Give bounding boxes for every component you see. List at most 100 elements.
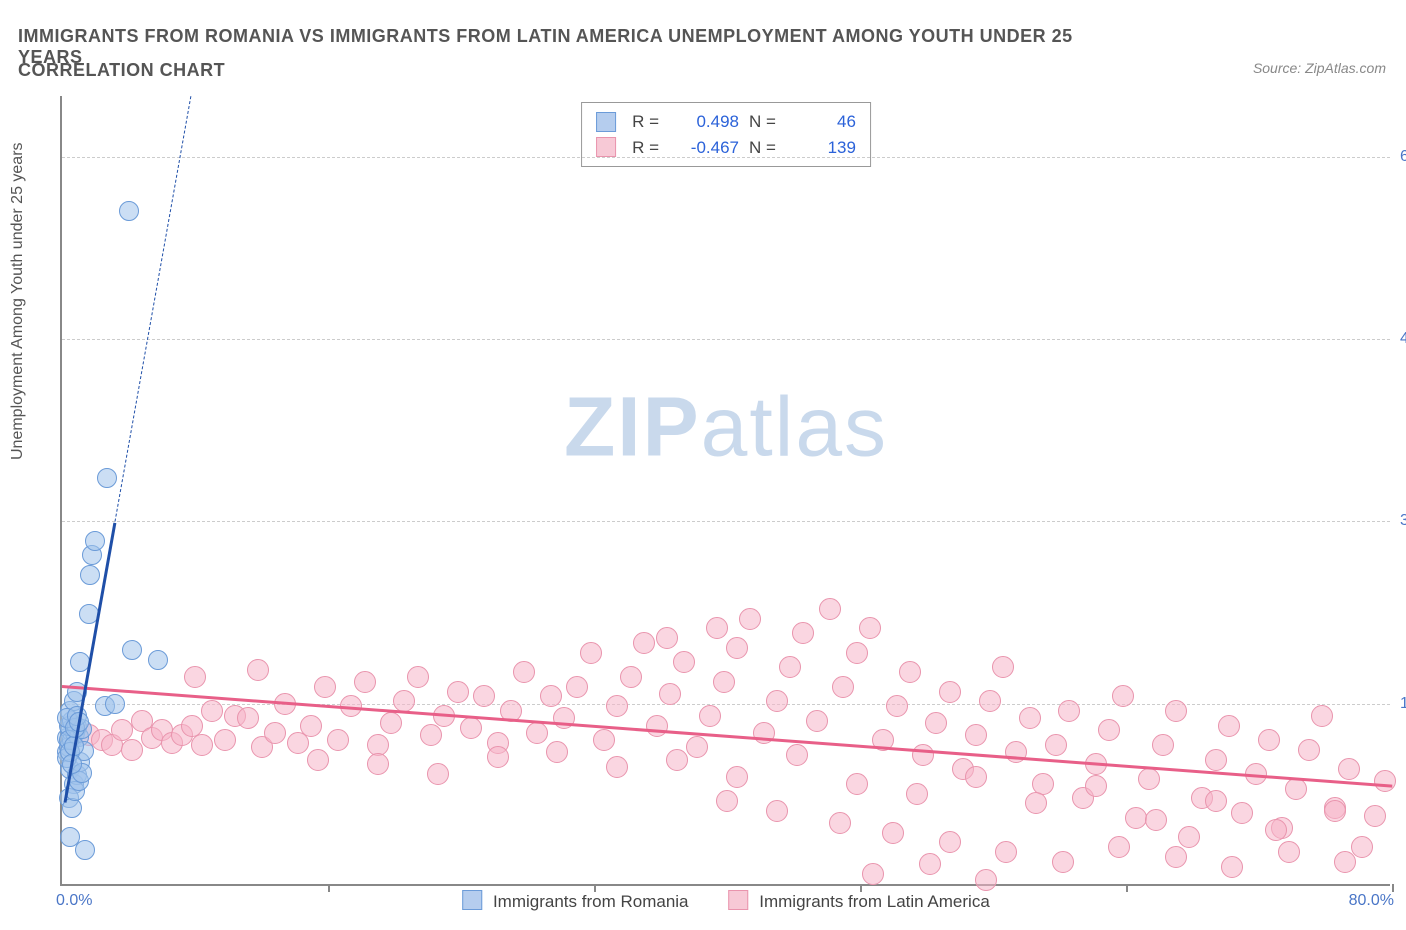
data-point-latin xyxy=(965,766,987,788)
data-point-latin xyxy=(829,812,851,834)
data-point-latin xyxy=(593,729,615,751)
gridline xyxy=(62,521,1390,522)
data-point-latin xyxy=(1205,749,1227,771)
data-point-latin xyxy=(1278,841,1300,863)
n-value-romania: 46 xyxy=(786,109,856,135)
data-point-latin xyxy=(779,656,801,678)
data-point-latin xyxy=(1052,851,1074,873)
data-point-latin xyxy=(487,746,509,768)
data-point-latin xyxy=(716,790,738,812)
data-point-latin xyxy=(906,783,928,805)
x-tick-mark xyxy=(328,884,330,892)
data-point-latin xyxy=(739,608,761,630)
data-point-latin xyxy=(919,853,941,875)
data-point-latin xyxy=(1025,792,1047,814)
data-point-latin xyxy=(1138,768,1160,790)
legend-item-romania: Immigrants from Romania xyxy=(462,890,688,912)
data-point-latin xyxy=(766,800,788,822)
data-point-latin xyxy=(407,666,429,688)
data-point-latin xyxy=(899,661,921,683)
data-point-latin xyxy=(766,690,788,712)
data-point-romania xyxy=(97,468,117,488)
data-point-romania xyxy=(119,201,139,221)
data-point-romania xyxy=(122,640,142,660)
data-point-latin xyxy=(1178,826,1200,848)
data-point-latin xyxy=(526,722,548,744)
data-point-latin xyxy=(979,690,1001,712)
swatch-latin-icon xyxy=(729,890,749,910)
data-point-latin xyxy=(726,766,748,788)
x-tick-mark xyxy=(1392,884,1394,892)
data-point-latin xyxy=(1374,770,1396,792)
data-point-latin xyxy=(393,690,415,712)
data-point-latin xyxy=(354,671,376,693)
gridline xyxy=(62,157,1390,158)
watermark-light: atlas xyxy=(701,379,888,473)
data-point-latin xyxy=(237,707,259,729)
data-point-latin xyxy=(846,773,868,795)
data-point-latin xyxy=(726,637,748,659)
data-point-latin xyxy=(264,722,286,744)
x-tick-mark xyxy=(594,884,596,892)
r-value-romania: 0.498 xyxy=(669,109,739,135)
data-point-latin xyxy=(620,666,642,688)
data-point-latin xyxy=(666,749,688,771)
data-point-latin xyxy=(580,642,602,664)
data-point-latin xyxy=(1145,809,1167,831)
data-point-latin xyxy=(1324,800,1346,822)
swatch-romania-icon xyxy=(462,890,482,910)
data-point-latin xyxy=(1221,856,1243,878)
data-point-latin xyxy=(184,666,206,688)
data-point-latin xyxy=(1364,805,1386,827)
data-point-latin xyxy=(300,715,322,737)
data-point-latin xyxy=(546,741,568,763)
data-point-latin xyxy=(1165,700,1187,722)
data-point-latin xyxy=(792,622,814,644)
data-point-latin xyxy=(513,661,535,683)
data-point-latin xyxy=(1165,846,1187,868)
scatter-plot: ZIPatlas R = 0.498 N = 46 R = -0.467 N =… xyxy=(60,96,1390,886)
gridline xyxy=(62,704,1390,705)
data-point-latin xyxy=(327,729,349,751)
data-point-latin xyxy=(975,869,997,891)
data-point-latin xyxy=(659,683,681,705)
data-point-latin xyxy=(1108,836,1130,858)
data-point-latin xyxy=(473,685,495,707)
data-point-latin xyxy=(1231,802,1253,824)
data-point-latin xyxy=(191,734,213,756)
data-point-latin xyxy=(925,712,947,734)
data-point-latin xyxy=(606,695,628,717)
data-point-latin xyxy=(1334,851,1356,873)
data-point-romania xyxy=(80,565,100,585)
data-point-latin xyxy=(1298,739,1320,761)
data-point-latin xyxy=(1258,729,1280,751)
data-point-latin xyxy=(1265,819,1287,841)
x-tick-max: 80.0% xyxy=(1349,892,1394,910)
data-point-latin xyxy=(1045,734,1067,756)
trend-line xyxy=(115,96,192,522)
y-tick-label: 45.0% xyxy=(1400,330,1406,348)
data-point-latin xyxy=(862,863,884,885)
data-point-latin xyxy=(121,739,143,761)
data-point-latin xyxy=(214,729,236,751)
n-label: N = xyxy=(749,109,776,135)
legend-item-latin: Immigrants from Latin America xyxy=(729,890,990,912)
data-point-latin xyxy=(846,642,868,664)
x-tick-min: 0.0% xyxy=(56,892,92,910)
data-point-latin xyxy=(460,717,482,739)
data-point-latin xyxy=(939,681,961,703)
data-point-latin xyxy=(1098,719,1120,741)
data-point-latin xyxy=(1205,790,1227,812)
data-point-latin xyxy=(992,656,1014,678)
series-legend: Immigrants from Romania Immigrants from … xyxy=(462,890,990,912)
data-point-latin xyxy=(447,681,469,703)
legend-label-romania: Immigrants from Romania xyxy=(493,892,689,911)
data-point-latin xyxy=(427,763,449,785)
source-name: ZipAtlas.com xyxy=(1305,60,1386,76)
y-tick-label: 15.0% xyxy=(1400,695,1406,713)
data-point-latin xyxy=(699,705,721,727)
watermark: ZIPatlas xyxy=(564,378,888,475)
data-point-latin xyxy=(965,724,987,746)
legend-label-latin: Immigrants from Latin America xyxy=(759,892,990,911)
gridline xyxy=(62,339,1390,340)
